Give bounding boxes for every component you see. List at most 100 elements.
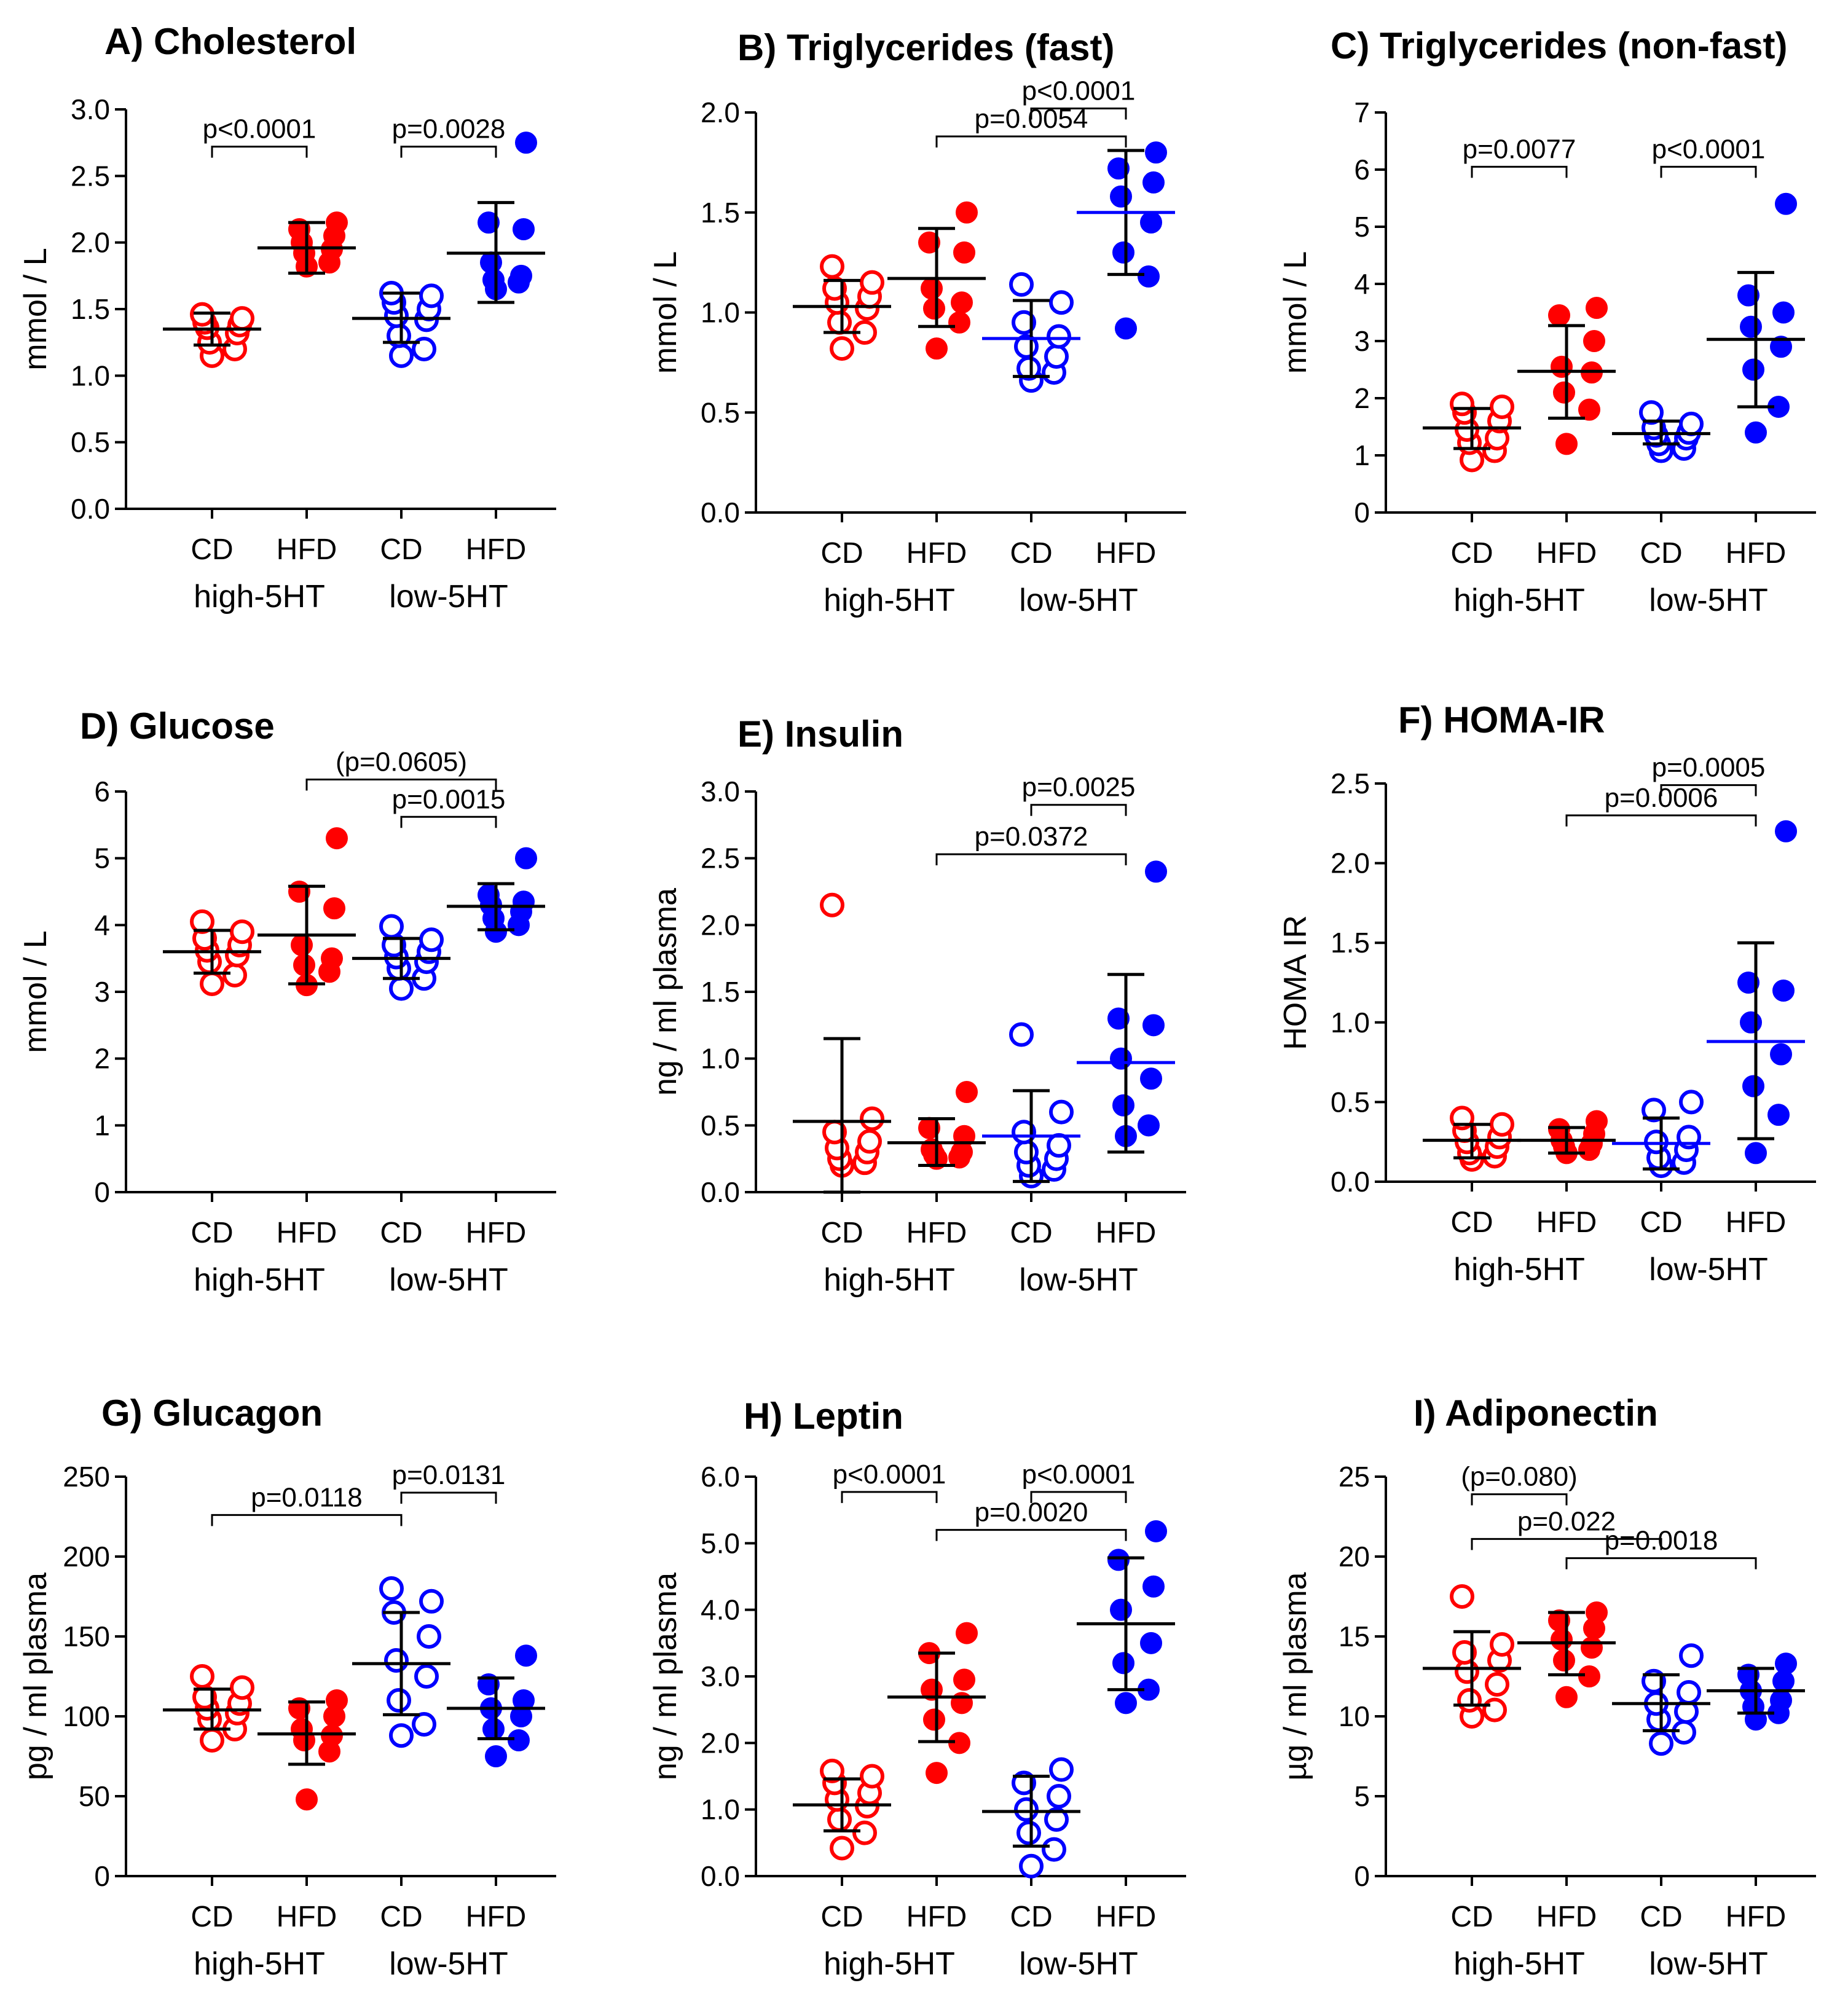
panel-e: E) Insulin 0.0 0.5 1.0 1.5 2.0 2.5 3.0 ng / ml p… [648,713,1186,1298]
data-point [1145,141,1167,164]
y-tick-label: 0.0 [71,493,110,525]
data-point [1555,433,1578,455]
data-point [1639,400,1664,425]
data-point [1745,1142,1767,1164]
data-point [326,827,348,850]
data-point [513,218,535,240]
y-tick-label: 2.0 [1331,847,1370,879]
y-tick-label: 4.0 [701,1594,740,1626]
group-label: high-5HT [1453,583,1585,618]
category-label: HFD [1096,1217,1157,1249]
data-point [321,1724,343,1747]
data-point [1049,1099,1074,1125]
y-tick-label: 5 [1354,1780,1370,1812]
data-point [1107,157,1130,180]
data-point [1049,290,1074,315]
data-point [1586,1601,1608,1624]
data-point [515,132,537,154]
p-value-label: p<0.0001 [1652,134,1766,164]
category-label: CD [380,1217,422,1249]
category-label: CD [191,533,233,566]
group-label: low-5HT [389,1946,508,1982]
data-point [1142,1575,1165,1598]
data-point [389,976,414,1001]
group-label: high-5HT [194,1262,325,1298]
significance-bracket: p<0.0001 [1652,134,1766,178]
bracket-line [1660,165,1757,178]
y-tick-label: 0.0 [701,497,740,528]
p-value-label: (p=0.080) [1461,1462,1578,1492]
data-point [820,254,844,279]
category-label: CD [1010,1901,1052,1933]
data-point [482,1718,505,1740]
data-point [951,291,973,314]
series-2 [982,1022,1080,1188]
category-label: CD [1450,537,1493,570]
data-point [1548,304,1570,327]
series-3 [1707,1652,1805,1731]
series-2 [1612,1090,1710,1179]
series-0 [1423,391,1521,473]
data-point [1138,1114,1160,1137]
bracket-line [841,1491,938,1503]
data-point [827,1807,852,1832]
y-tick-label: 0 [1354,1860,1370,1892]
y-tick-label: 15 [1339,1620,1370,1652]
group-label: low-5HT [1649,1252,1768,1287]
category-label: CD [820,1217,863,1249]
y-axis-label: mmol / L [18,248,53,370]
data-point [1044,344,1069,369]
group-label: low-5HT [1019,583,1138,618]
data-point [1049,1757,1074,1782]
data-point [1009,272,1034,297]
y-tick-label: 2 [1354,382,1370,414]
category-label: CD [1010,1217,1052,1249]
group-label: high-5HT [824,1262,955,1298]
significance-bracket: (p=0.0605) [305,747,497,791]
series-3 [447,1644,545,1767]
y-tick-label: 7 [1354,96,1370,128]
y-tick-label: 2.0 [71,227,110,259]
p-value-label: (p=0.0605) [336,747,467,777]
series-0 [163,302,261,368]
data-point [1012,310,1036,335]
significance-bracket: p<0.0001 [203,114,316,158]
data-point [1115,317,1137,340]
data-point [820,892,844,917]
group-label: low-5HT [1649,583,1768,618]
p-value-label: p=0.0131 [392,1460,506,1490]
data-point [414,1664,439,1689]
panel-d: D) Glucose 0 1 2 3 4 5 6 mmol / L CD HFD CD HFD high-… [18,705,556,1298]
series-2 [1612,1643,1710,1756]
panel-title: B) Triglycerides (fast) [737,27,1115,68]
series-3 [1707,820,1805,1164]
category-label: HFD [1726,1206,1787,1239]
data-point [926,337,948,360]
data-point [230,306,254,331]
significance-bracket: p<0.0001 [1022,1459,1135,1503]
bracket-line [1471,1493,1568,1506]
y-tick-label: 1.0 [701,1794,740,1826]
category-label: HFD [1726,1901,1787,1933]
bracket-line [400,815,497,828]
data-point [1140,1632,1162,1654]
significance-bracket: p=0.022 [1471,1506,1662,1550]
group-label: high-5HT [1453,1946,1585,1982]
y-tick-label: 1 [1354,439,1370,471]
data-point [1138,265,1160,288]
significance-bracket: p=0.0077 [1463,134,1576,178]
series-2 [982,1757,1080,1879]
data-point [190,909,214,934]
y-tick-label: 0.5 [701,396,740,428]
group-label: low-5HT [389,1262,508,1298]
series-0 [163,1664,261,1753]
data-point [1775,820,1797,842]
y-tick-label: 0.0 [701,1176,740,1208]
data-point [200,1728,224,1753]
data-point [419,927,444,952]
data-point [1112,1094,1134,1117]
y-tick-label: 5 [1354,211,1370,243]
data-point [1112,241,1134,264]
category-label: HFD [906,537,967,570]
p-value-label: p=0.0372 [975,822,1088,852]
